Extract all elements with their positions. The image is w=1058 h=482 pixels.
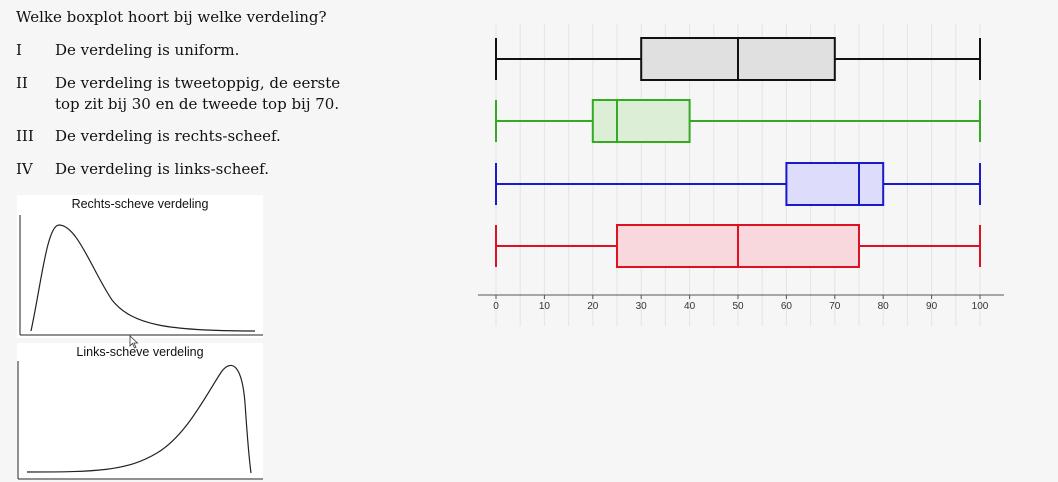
x-tick-label: 20 <box>587 301 599 312</box>
statement-number: III <box>16 127 34 145</box>
left-skewed-panel: Links-scheve verdeling <box>17 343 263 480</box>
x-tick-label: 80 <box>878 301 890 312</box>
iqr-box <box>591 99 691 143</box>
x-tick-label: 0 <box>493 301 499 312</box>
statement-text: De verdeling is tweetoppig, de eerste to… <box>55 74 341 113</box>
x-tick-label: 100 <box>972 301 989 312</box>
mouse-cursor-icon <box>129 335 139 349</box>
statement-number: II <box>16 74 28 92</box>
statement-text: De verdeling is uniform. <box>55 41 240 59</box>
question-title: Welke boxplot hoort bij welke verdeling? <box>16 8 327 26</box>
statement-text: De verdeling is links-scheef. <box>55 160 269 178</box>
statement-number: I <box>16 41 22 59</box>
boxplot-chart: 0 10 20 30 40 50 60 70 80 90 100 <box>478 24 1004 326</box>
x-tick-label: 30 <box>636 301 648 312</box>
left-skewed-curve <box>17 361 263 480</box>
x-tick-label: 60 <box>781 301 793 312</box>
right-skewed-title: Rechts-scheve verdeling <box>71 197 209 211</box>
x-tick-label: 50 <box>732 301 744 312</box>
x-tick-label: 90 <box>926 301 938 312</box>
right-skewed-curve <box>19 215 263 336</box>
right-skewed-panel: Rechts-scheve verdeling <box>17 195 263 338</box>
statement-number: IV <box>16 160 33 178</box>
iqr-box <box>785 162 885 206</box>
x-tick-label: 70 <box>829 301 841 312</box>
left-skewed-title: Links-scheve verdeling <box>76 345 204 359</box>
x-tick-label: 10 <box>539 301 551 312</box>
x-tick-label: 40 <box>684 301 696 312</box>
statement-text: De verdeling is rechts-scheef. <box>55 127 281 145</box>
